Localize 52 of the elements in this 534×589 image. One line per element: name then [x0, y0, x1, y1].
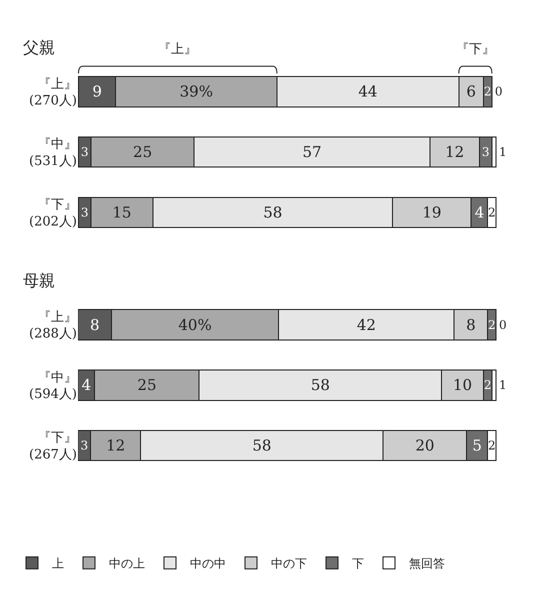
data-label: 0 — [499, 318, 507, 332]
data-label: 5 — [472, 436, 482, 455]
data-label: 40% — [178, 316, 212, 334]
data-label: 6 — [466, 82, 476, 101]
legend-label: 下 — [352, 556, 364, 571]
data-label: 2 — [488, 438, 496, 453]
data-label: 20 — [415, 436, 434, 455]
y-tick-label: 『上』 (270人) — [29, 76, 77, 109]
data-label: 8 — [466, 316, 476, 334]
legend-label: 中の上 — [109, 556, 145, 571]
y-tick-label: 『中』 (531人) — [29, 137, 77, 170]
data-label: 10 — [453, 376, 472, 394]
data-label: 2 — [484, 378, 492, 392]
data-label: 2 — [488, 206, 496, 220]
data-label: 12 — [106, 436, 126, 455]
data-label: 25 — [133, 143, 152, 162]
data-label: 57 — [302, 143, 322, 162]
data-label: 1 — [499, 145, 507, 160]
data-label: 58 — [310, 376, 330, 394]
data-label: 9 — [92, 82, 102, 101]
data-label: 0 — [494, 84, 503, 99]
legend-label: 中の下 — [271, 556, 307, 571]
data-label: 19 — [422, 204, 442, 222]
data-label: 3 — [80, 206, 89, 220]
legend-label: 中の中 — [190, 556, 226, 571]
chart-title: 父親 — [23, 38, 55, 57]
data-label: 2 — [484, 84, 492, 99]
legend-label: 無回答 — [409, 556, 445, 571]
data-label: 58 — [252, 436, 272, 455]
data-label: 44 — [358, 82, 378, 101]
data-label: 39% — [180, 82, 213, 101]
text: 『上』 — [158, 42, 197, 57]
data-label: 25 — [137, 376, 157, 394]
y-tick-label: 『下』 (267人) — [29, 430, 77, 463]
y-tick-label: 『下』 (202人) — [29, 198, 77, 230]
data-label: 42 — [356, 316, 376, 334]
data-label: 4 — [82, 376, 92, 394]
data-label: 58 — [263, 204, 282, 222]
y-tick-label: 『中』 (594人) — [29, 370, 77, 402]
data-label: 15 — [112, 204, 132, 222]
data-label: 8 — [90, 316, 100, 334]
text: 『下』 — [456, 42, 495, 57]
data-label: 2 — [488, 318, 496, 332]
y-tick-label: 『上』 (288人) — [29, 310, 77, 342]
data-label: 12 — [445, 143, 464, 162]
chart-title: 母親 — [23, 271, 55, 290]
data-label: 3 — [482, 145, 490, 160]
data-label: 3 — [80, 145, 89, 160]
legend-label: 上 — [52, 556, 64, 571]
data-label: 4 — [474, 204, 484, 222]
data-label: 3 — [80, 438, 88, 453]
data-label: 1 — [499, 378, 507, 392]
